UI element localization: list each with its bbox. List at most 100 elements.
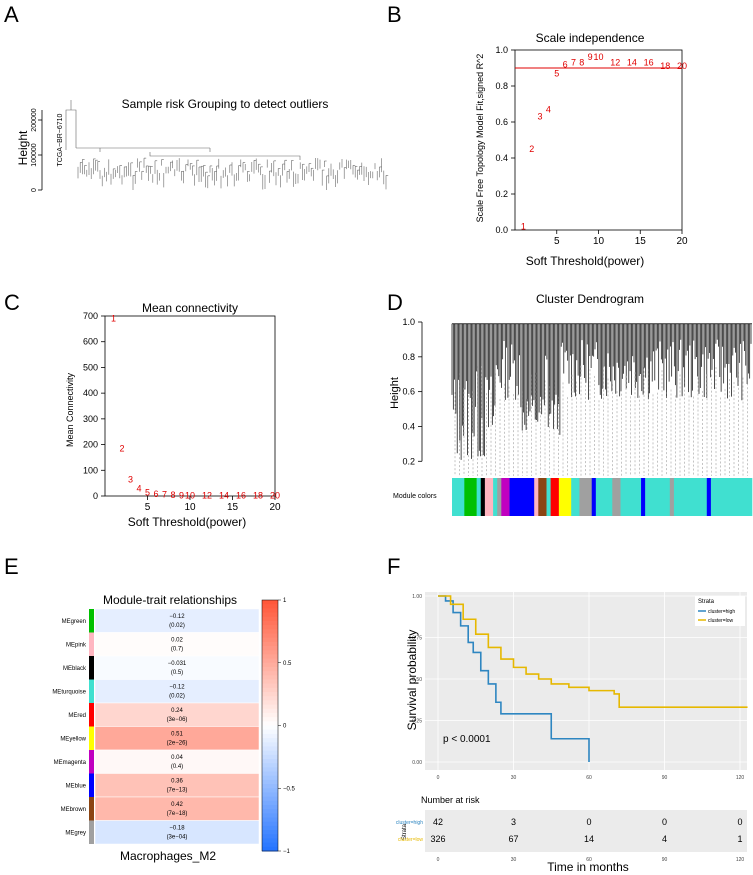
panel-e-scale-step	[262, 641, 278, 647]
panel-f-risk-count: 0	[737, 817, 742, 827]
panel-e-scale-step	[262, 775, 278, 781]
panel-e-p-value: (0.5)	[171, 670, 183, 676]
panel-e-r-value: 0.24	[171, 708, 183, 714]
panel-f-legend-title: Strata	[698, 599, 715, 605]
panel-f-risk-count: 4	[662, 834, 667, 844]
panel-e-scale-step	[262, 646, 278, 651]
panel-e-row-label: MEturquoise	[52, 689, 86, 695]
panel-e-row-label: MEpink	[66, 642, 87, 648]
panel-f-risk-count: 67	[508, 834, 518, 844]
panel-b-point-label: 20	[677, 61, 687, 71]
panel-b-point-label: 14	[627, 58, 637, 68]
panel-label-d: D	[387, 290, 403, 315]
panel-f-risk-time-label: 120	[736, 857, 745, 863]
panel-label-a: A	[4, 2, 19, 27]
panel-c-xtick-label: 20	[269, 502, 281, 513]
panel-e-scale-step	[262, 779, 278, 785]
panel-c-point-label: 8	[170, 490, 175, 500]
panel-a-top-branches	[76, 147, 301, 160]
panel-d-module-label: Module colors	[393, 493, 437, 500]
panel-e-scale-step	[262, 754, 278, 760]
panel-e-r-value: −0.031	[168, 661, 187, 667]
panel-f-ytick-label: 1.00	[412, 594, 422, 600]
panel-b-xtick-label: 10	[593, 236, 605, 247]
panel-e-scale-step	[262, 687, 278, 693]
panel-b-point-label: 6	[563, 59, 568, 69]
panel-e-row-label: MEblue	[66, 783, 87, 789]
panel-e-module-swatch	[89, 750, 94, 774]
panel-e-scale-step	[262, 700, 278, 706]
panel-label-c: C	[4, 290, 20, 315]
panel-c-ytick-label: 700	[83, 311, 98, 321]
panel-e-scale-step	[262, 683, 278, 689]
panel-e-module-swatch	[89, 632, 94, 656]
panel-d-ytick-label: 0.8	[402, 352, 415, 362]
panel-f-risk-count: 3	[511, 817, 516, 827]
panel-d-axes: 0.2 0.4 0.6 0.8 1.0	[402, 317, 423, 466]
panel-a-ylabel: Height	[16, 130, 30, 165]
panel-b-ytick-label: 0.8	[495, 81, 508, 91]
panel-e-heatmap: Module-trait relationships MEgreen −0.12 (…	[52, 593, 295, 863]
panel-e-scale-step	[262, 817, 278, 823]
panel-b-ytick-label: 0.2	[495, 189, 508, 199]
panel-e-scale-step	[262, 704, 278, 710]
panel-e-scale-step	[262, 633, 278, 639]
panel-e-scale-step	[262, 738, 278, 743]
panel-e-xlabel: Macrophages_M2	[120, 849, 216, 863]
panel-e-scale-step	[262, 729, 278, 735]
panel-e-module-swatch	[89, 679, 94, 703]
panel-f-pvalue: p < 0.0001	[443, 734, 491, 745]
panel-d-cluster-dendrogram: Cluster Dendrogram Height 0.2 0.4 0.6 0.8 1.…	[389, 292, 753, 516]
panel-a-ytick-0: 0	[31, 188, 38, 192]
panel-e-row-label: MEgreen	[62, 619, 86, 625]
panel-f-risk-strata-label: Strata	[402, 823, 408, 840]
panel-a-tree	[65, 100, 389, 190]
panel-f-risk-count: 0	[586, 817, 591, 827]
panel-f-xtick-label: 0	[437, 775, 440, 781]
panel-f-risk-time-label: 0	[437, 857, 440, 863]
panel-e-scale-step	[262, 629, 278, 634]
panel-f-risk-count: 42	[433, 817, 443, 827]
panel-e-scale-step	[262, 830, 278, 835]
panel-b-ytick-label: 1.0	[495, 45, 508, 55]
panel-f-legend-label: cluster=high	[708, 609, 735, 615]
panel-e-scale-step	[262, 804, 278, 810]
panel-e-module-swatch	[89, 609, 94, 633]
panel-e-row-label: MEgrey	[65, 830, 86, 836]
panel-e-p-value: (7e−18)	[167, 811, 188, 817]
panel-b-point-label: 16	[644, 58, 654, 68]
panel-e-p-value: (2e−26)	[167, 741, 188, 747]
panel-e-scale-step	[262, 696, 278, 701]
panel-d-module-color	[591, 478, 597, 516]
panel-e-cell	[94, 820, 260, 845]
panel-e-color-scale: 1 0.5 0 −0.5 −1	[261, 598, 296, 855]
panel-a-title: Sample risk Grouping to detect outliers	[122, 97, 329, 111]
panel-e-module-swatch	[89, 820, 94, 844]
panel-c-ylabel: Mean Connectivity	[65, 372, 75, 447]
panel-e-scale-step	[262, 671, 278, 676]
panel-e-r-value: 0.36	[171, 779, 183, 785]
panel-e-scale-label: −0.5	[283, 786, 296, 792]
panel-e-p-value: (7e−13)	[167, 788, 188, 794]
panel-f-risk-row-label: cluster=low	[398, 837, 424, 843]
panel-b-point-label: 4	[546, 104, 551, 114]
panel-c-point-label: 14	[219, 491, 229, 501]
panel-e-scale-step	[262, 717, 278, 722]
panel-e-scale-step	[262, 712, 278, 718]
panel-label-e: E	[4, 554, 19, 579]
panel-d-title: Cluster Dendrogram	[536, 292, 644, 306]
panel-c-point-label: 4	[136, 483, 141, 493]
panel-b-point-label: 7	[571, 58, 576, 68]
panel-c-title: Mean connectivity	[142, 301, 238, 315]
panel-f-curves	[438, 595, 748, 762]
panel-e-module-swatch	[89, 703, 94, 727]
panel-b-xtick-label: 5	[554, 236, 560, 247]
panel-f-ylabel: Survival probability	[405, 630, 419, 731]
panel-c-point-label: 12	[202, 491, 212, 501]
panel-e-scale-step	[262, 771, 278, 777]
panel-b-point-label: 5	[554, 68, 559, 78]
panel-f-ytick-label: 0.75	[412, 636, 422, 642]
panel-b-point-label: 10	[593, 52, 603, 62]
